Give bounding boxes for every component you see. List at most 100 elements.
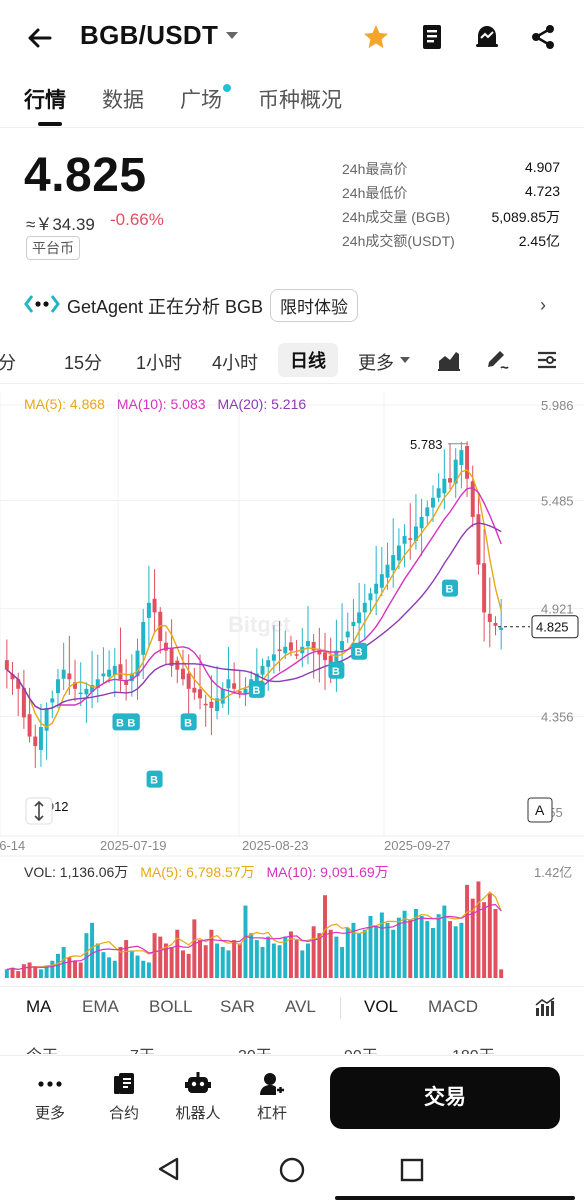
chevron-right-icon[interactable]: › xyxy=(540,295,546,315)
trial-button[interactable]: 限时体验 xyxy=(270,289,358,322)
indicator-boll[interactable]: BOLL xyxy=(149,997,193,1016)
back-triangle-icon[interactable] xyxy=(156,1156,182,1182)
candle-body xyxy=(10,674,15,680)
volume-bar xyxy=(442,905,447,978)
interval-daily[interactable]: 日线 xyxy=(278,343,338,377)
more-dots-icon xyxy=(38,1081,62,1087)
range-7d[interactable]: 7天 xyxy=(130,1042,155,1054)
indicator-vol[interactable]: VOL xyxy=(364,997,399,1016)
getagent-banner[interactable]: GetAgent 正在分析 BGB 限时体验 › xyxy=(0,285,584,325)
margin-button[interactable]: 杠杆 xyxy=(242,1070,302,1123)
current-price-box xyxy=(531,615,579,639)
volume-bar xyxy=(107,957,112,978)
back-arrow-icon[interactable] xyxy=(24,22,56,54)
candle-body xyxy=(260,665,265,675)
more-dropdown-icon[interactable] xyxy=(400,357,410,363)
indicator-chart-icon[interactable] xyxy=(534,996,556,1018)
recents-square-icon[interactable] xyxy=(400,1158,424,1182)
futures-button[interactable]: 合约 xyxy=(94,1070,154,1123)
volume-bar xyxy=(283,936,288,978)
interval-4h[interactable]: 4小时 xyxy=(212,353,259,373)
volume-bar xyxy=(38,969,43,978)
tab-market[interactable]: 行情 xyxy=(24,89,66,112)
volume-bar xyxy=(118,946,123,978)
candle-body xyxy=(209,701,214,708)
candle-body xyxy=(379,574,384,588)
indicator-settings-icon[interactable] xyxy=(534,347,560,373)
candle-body xyxy=(294,654,299,656)
candle-body xyxy=(323,652,328,661)
volume-bar xyxy=(305,943,310,978)
kline-chart[interactable]: BitgetBBBBBBBB5.9865.4854.9214.35685506-… xyxy=(0,386,584,982)
volume-bar xyxy=(192,919,197,978)
volume-bar xyxy=(465,884,470,978)
volume-bar xyxy=(323,895,328,978)
candle-body xyxy=(90,684,95,692)
indicator-ma[interactable]: MA xyxy=(26,997,52,1016)
contract-icon xyxy=(114,1073,134,1094)
interval-1h[interactable]: 1小时 xyxy=(136,353,183,373)
y-axis-label: 4.356 xyxy=(541,709,574,724)
indicator-avl[interactable]: AVL xyxy=(285,997,316,1016)
pair-dropdown-icon[interactable] xyxy=(226,32,238,39)
getagent-logo-icon xyxy=(24,295,60,313)
x-axis-label: 06-14 xyxy=(0,838,25,853)
volume-bar xyxy=(112,960,117,978)
candle-body xyxy=(430,497,435,508)
candle-body xyxy=(50,698,55,703)
volume-bar xyxy=(232,940,237,978)
more-label: 更多 xyxy=(34,1105,65,1122)
range-90d[interactable]: 90天 xyxy=(344,1042,378,1054)
candle-body xyxy=(328,655,333,666)
chart-type-icon[interactable] xyxy=(436,347,462,373)
category-tag[interactable]: 平台币 xyxy=(26,236,80,260)
interval-more[interactable]: 更多 xyxy=(358,353,394,373)
draw-tool-icon[interactable] xyxy=(484,347,510,373)
candle-body xyxy=(408,538,413,540)
alarm-bell-icon[interactable] xyxy=(472,22,502,52)
bot-button[interactable]: 机器人 xyxy=(168,1070,228,1123)
candle-body xyxy=(175,660,180,670)
interval-15m[interactable]: 15分 xyxy=(64,353,103,373)
candle-body xyxy=(203,703,208,706)
candle-body xyxy=(27,714,32,737)
indicator-sar[interactable]: SAR xyxy=(220,997,255,1016)
candle-body xyxy=(163,642,168,651)
tab-data[interactable]: 数据 xyxy=(102,89,144,112)
candle-body xyxy=(78,692,83,695)
range-180d[interactable]: 180天 xyxy=(452,1042,495,1054)
stat-label-low: 24h最低价 xyxy=(342,185,408,201)
star-icon[interactable] xyxy=(361,22,391,52)
home-circle-icon[interactable] xyxy=(278,1156,306,1184)
more-button[interactable]: 更多 xyxy=(20,1070,80,1123)
indicator-ema[interactable]: EMA xyxy=(82,997,119,1016)
indicator-macd[interactable]: MACD xyxy=(428,997,479,1016)
interval-minute[interactable]: 分 xyxy=(0,353,16,373)
book-icon[interactable] xyxy=(417,22,447,52)
volume-bar xyxy=(67,957,72,978)
buy-marker xyxy=(248,680,265,698)
volume-bar xyxy=(249,933,254,978)
candle-body xyxy=(192,687,197,693)
volume-bar xyxy=(408,919,413,978)
range-30d[interactable]: 30天 xyxy=(238,1042,272,1054)
candle-body xyxy=(402,536,407,544)
range-today[interactable]: 今天 xyxy=(26,1042,58,1054)
volume-ma5-line xyxy=(6,891,502,971)
share-icon[interactable] xyxy=(528,22,558,52)
volume-bar xyxy=(203,945,208,978)
trade-button[interactable]: 交易 xyxy=(330,1067,560,1129)
volume-bar xyxy=(84,933,89,978)
vol-ma10-legend: MA(10): 9,091.69万 xyxy=(266,864,389,880)
price-change: -0.66% xyxy=(110,210,164,229)
pair-title[interactable]: BGB/USDT xyxy=(80,20,219,50)
volume-bar xyxy=(362,929,367,978)
candle-body xyxy=(419,516,424,529)
tab-square[interactable]: 广场 xyxy=(180,89,222,112)
volume-bar xyxy=(430,928,435,978)
indicator-divider xyxy=(340,997,341,1019)
candle-body xyxy=(436,488,441,498)
tab-coin-overview[interactable]: 币种概况 xyxy=(258,89,342,112)
candle-body xyxy=(21,687,26,718)
candle-body xyxy=(101,673,106,677)
